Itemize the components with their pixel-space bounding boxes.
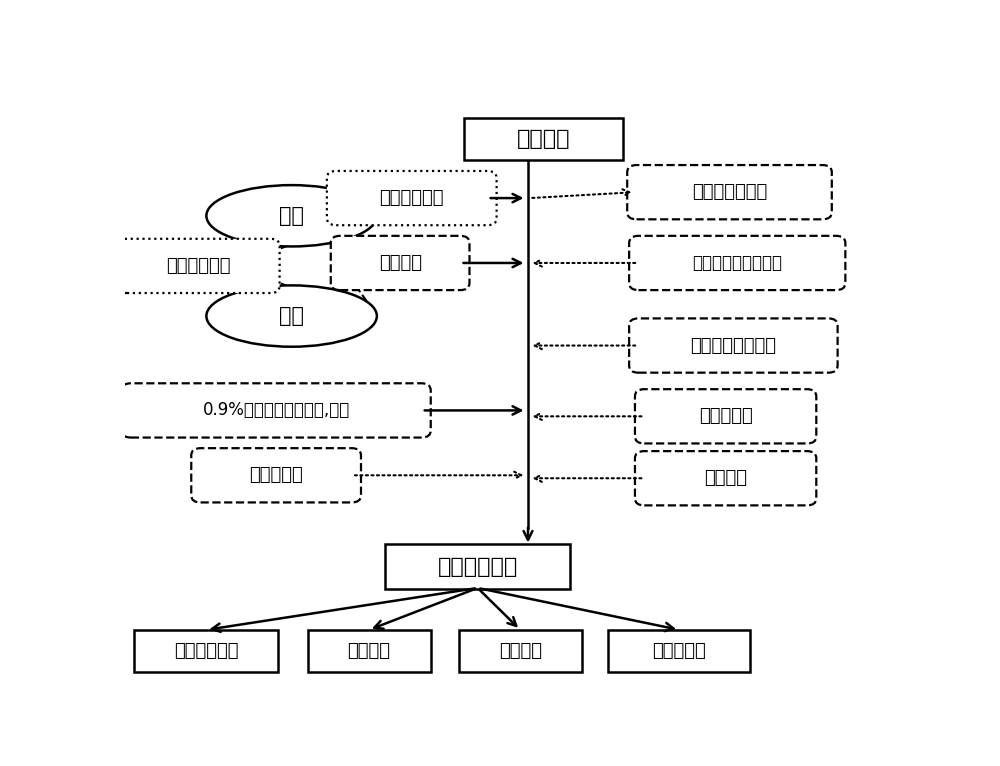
- FancyBboxPatch shape: [629, 319, 838, 373]
- Text: 创面修复器械: 创面修复器械: [174, 642, 239, 660]
- FancyBboxPatch shape: [635, 451, 816, 506]
- Text: 植入器械: 植入器械: [348, 642, 391, 660]
- FancyBboxPatch shape: [629, 236, 845, 290]
- Text: 聚乙烯醇: 聚乙烯醇: [517, 129, 570, 149]
- FancyBboxPatch shape: [191, 448, 361, 502]
- Text: 中性条件交联: 中性条件交联: [380, 189, 444, 207]
- FancyBboxPatch shape: [134, 630, 278, 673]
- FancyBboxPatch shape: [122, 383, 431, 437]
- Text: 其他聚合物分子引入: 其他聚合物分子引入: [692, 254, 782, 272]
- Text: 天然高分子: 天然高分子: [249, 466, 303, 484]
- FancyBboxPatch shape: [327, 171, 497, 225]
- FancyBboxPatch shape: [118, 239, 280, 293]
- FancyBboxPatch shape: [464, 118, 623, 160]
- Ellipse shape: [206, 286, 377, 347]
- Text: 硼砂: 硼砂: [279, 306, 304, 326]
- FancyBboxPatch shape: [308, 630, 431, 673]
- Text: 0.9%的氯化钠溶液配制,清洗: 0.9%的氯化钠溶液配制,清洗: [202, 401, 350, 420]
- Ellipse shape: [206, 185, 377, 247]
- FancyBboxPatch shape: [635, 389, 816, 444]
- Text: 冷敷器械: 冷敷器械: [499, 642, 542, 660]
- Text: 聚乙烯醇凝胶: 聚乙烯醇凝胶: [438, 557, 518, 577]
- Text: 物理成凝胶方式: 物理成凝胶方式: [692, 183, 767, 201]
- FancyBboxPatch shape: [627, 165, 832, 219]
- Text: 升温混匀: 升温混匀: [379, 254, 422, 272]
- FancyBboxPatch shape: [385, 545, 570, 589]
- FancyBboxPatch shape: [459, 630, 582, 673]
- Text: 稀土元素: 稀土元素: [704, 470, 747, 487]
- Text: 单体醇，烷烃及醛: 单体醇，烷烃及醛: [690, 336, 776, 355]
- Text: 甘油柔顺剂: 甘油柔顺剂: [699, 408, 753, 425]
- Text: 硼酸: 硼酸: [279, 206, 304, 226]
- FancyBboxPatch shape: [608, 630, 750, 673]
- Text: 防辐射器械: 防辐射器械: [652, 642, 706, 660]
- Text: 一定比例配制: 一定比例配制: [166, 257, 231, 275]
- FancyBboxPatch shape: [331, 236, 469, 290]
